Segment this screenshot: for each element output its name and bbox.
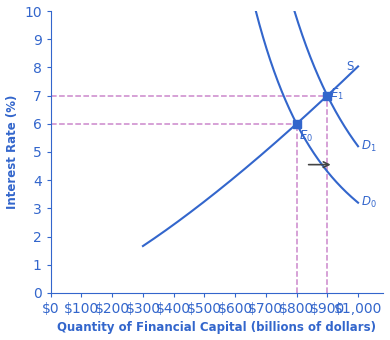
Text: $E_1$: $E_1$: [330, 87, 344, 102]
Text: $D_1$: $D_1$: [360, 139, 376, 154]
X-axis label: Quantity of Financial Capital (billions of dollars): Quantity of Financial Capital (billions …: [57, 321, 376, 335]
Text: $E_0$: $E_0$: [299, 129, 313, 144]
Text: S: S: [346, 59, 353, 72]
Text: $D_0$: $D_0$: [360, 195, 376, 210]
Y-axis label: Interest Rate (%): Interest Rate (%): [5, 95, 19, 209]
